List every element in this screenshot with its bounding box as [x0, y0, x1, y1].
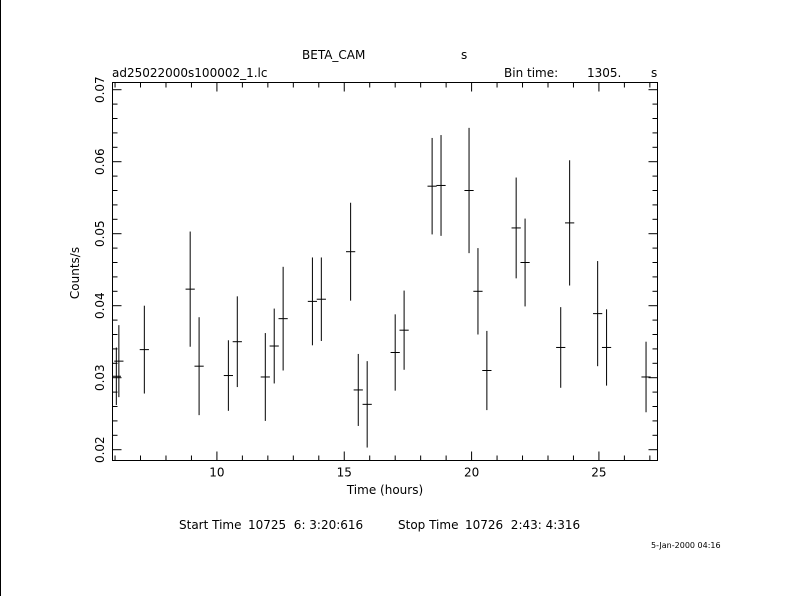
data-point [278, 266, 288, 371]
bin-time-label: Bin time: [504, 66, 558, 80]
y-tick-label: 0.06 [93, 148, 107, 175]
x-axis-label: Time (hours) [346, 483, 423, 497]
filename-label: ad25022000s100002_1.lc [112, 66, 268, 80]
bin-time-value: 1305. [587, 66, 621, 80]
y-tick-label: 0.03 [93, 364, 107, 391]
x-tick-labels: 10 15 20 25 [209, 466, 606, 480]
y-tick-label: 0.02 [93, 436, 107, 463]
x-tick-label: 20 [464, 466, 479, 480]
plot-frame [112, 82, 658, 461]
start-time-label: Start Time [179, 518, 242, 532]
data-point [436, 135, 446, 236]
data-point [316, 257, 326, 341]
data-point [520, 218, 530, 307]
data-point [427, 137, 437, 235]
data-point [194, 317, 204, 416]
y-tick-label: 0.04 [93, 292, 107, 319]
data-point [114, 325, 124, 398]
data-point [390, 314, 400, 391]
instrument-label: BETA_CAM [302, 48, 365, 62]
y-tick-label: 0.07 [93, 76, 107, 103]
data-point [112, 347, 121, 406]
data-point [139, 305, 149, 394]
stop-time-label: Stop Time [398, 518, 458, 532]
data-point [511, 177, 521, 279]
y-tick-labels: 0.02 0.03 0.04 0.05 0.06 0.07 [93, 76, 107, 463]
data-point [399, 290, 409, 370]
y-tick-label: 0.05 [93, 220, 107, 247]
data-point [565, 160, 575, 286]
data-point [464, 127, 474, 254]
data-point [269, 308, 279, 384]
data-point [353, 353, 363, 426]
start-time-value: 10725 6: 3:20:616 [248, 518, 363, 532]
bin-time-unit: s [651, 66, 657, 80]
data-point [307, 257, 318, 346]
instrument-unit: s [461, 48, 467, 62]
data-point [260, 333, 270, 421]
stop-time-value: 10726 2:43: 4:316 [465, 518, 580, 532]
data-point [185, 231, 195, 347]
data-points [112, 127, 651, 448]
data-point [593, 261, 603, 367]
data-point [346, 202, 356, 301]
data-point [232, 296, 242, 388]
data-point [556, 307, 566, 388]
data-point [223, 340, 233, 411]
data-point [473, 248, 483, 335]
y-axis-label: Counts/s [68, 247, 82, 299]
x-tick-label: 15 [337, 466, 352, 480]
x-tick-label: 10 [209, 466, 224, 480]
data-point [482, 330, 492, 411]
data-point [362, 361, 372, 448]
axis-ticks [112, 82, 658, 461]
data-point [601, 309, 612, 386]
data-point [641, 341, 651, 413]
x-tick-label: 25 [591, 466, 606, 480]
date-stamp: 5-Jan-2000 04:16 [651, 541, 721, 550]
